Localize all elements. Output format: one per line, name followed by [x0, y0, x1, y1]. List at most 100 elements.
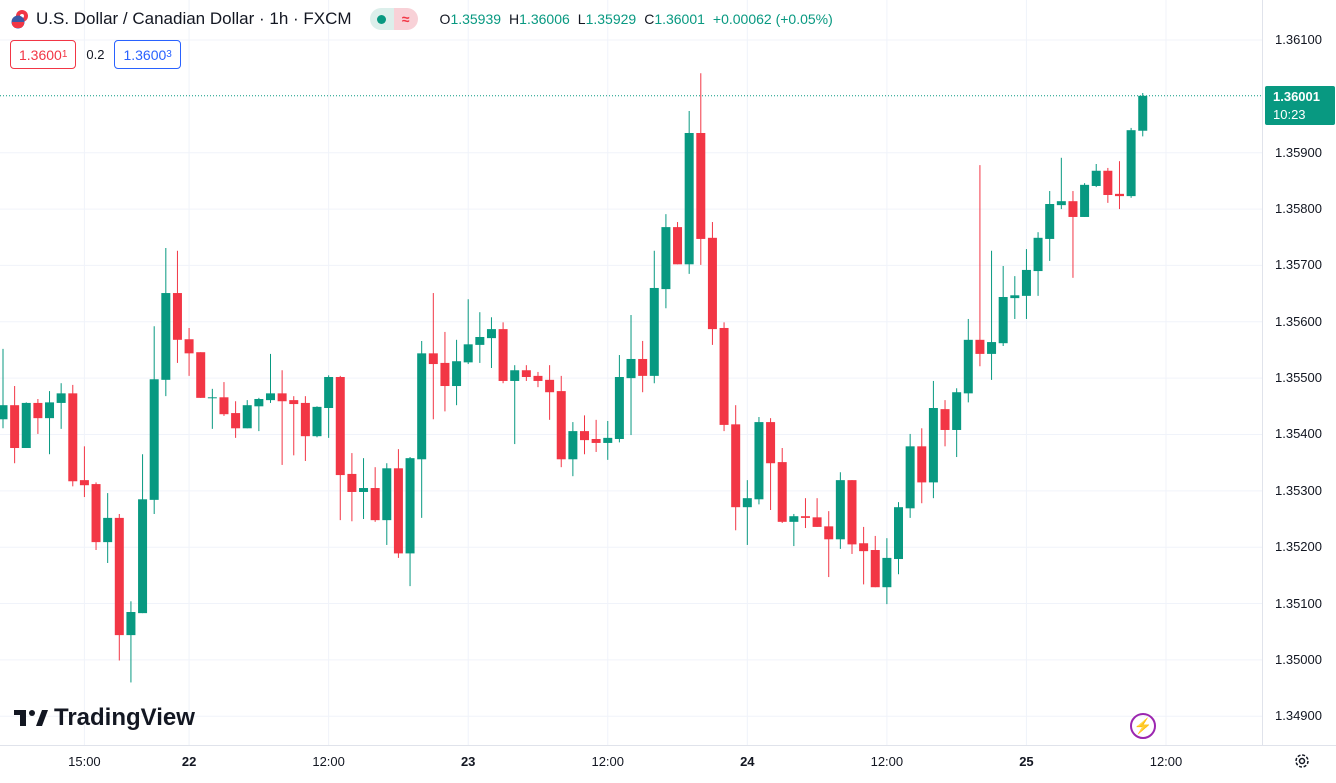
candle[interactable]	[928, 380, 938, 499]
candle[interactable]	[661, 214, 671, 309]
candle[interactable]	[172, 250, 182, 363]
candle[interactable]	[521, 365, 531, 381]
candle[interactable]	[382, 463, 392, 545]
candle[interactable]	[242, 400, 252, 429]
candle[interactable]	[300, 396, 310, 461]
candle[interactable]	[1103, 167, 1113, 203]
candle[interactable]	[21, 402, 31, 449]
candle[interactable]	[335, 375, 345, 521]
candle[interactable]	[428, 293, 438, 420]
candle[interactable]	[231, 401, 241, 438]
time-axis[interactable]: 15:00 22 12:00 23 12:00 24 12:00 25 12:00	[0, 745, 1336, 783]
candle[interactable]	[766, 418, 776, 511]
candle[interactable]	[707, 222, 717, 345]
symbol-title[interactable]: U.S. Dollar / Canadian Dollar · 1h · FXC…	[36, 9, 352, 28]
candle[interactable]	[324, 375, 334, 438]
buy-button[interactable]: 1.3600 3	[114, 40, 181, 69]
candle[interactable]	[812, 498, 822, 527]
candle[interactable]	[952, 388, 962, 458]
candle[interactable]	[1091, 163, 1101, 188]
candle[interactable]	[405, 457, 415, 587]
candle[interactable]	[126, 601, 136, 683]
candle[interactable]	[673, 222, 683, 265]
candle[interactable]	[1033, 232, 1043, 296]
candle[interactable]	[800, 498, 810, 529]
candle[interactable]	[626, 315, 636, 436]
candle[interactable]	[963, 318, 973, 403]
candlestick-chart[interactable]	[0, 0, 1262, 745]
candle[interactable]	[417, 340, 427, 518]
candle[interactable]	[940, 400, 950, 447]
candle[interactable]	[91, 482, 101, 551]
candle[interactable]	[1114, 161, 1124, 210]
candle[interactable]	[1138, 92, 1148, 137]
candle[interactable]	[33, 398, 43, 434]
candle[interactable]	[568, 422, 578, 477]
candle[interactable]	[347, 453, 357, 522]
candle[interactable]	[370, 467, 380, 522]
candle[interactable]	[10, 386, 20, 464]
candle[interactable]	[1056, 157, 1066, 210]
candle[interactable]	[649, 250, 659, 384]
candle[interactable]	[719, 322, 729, 432]
candle[interactable]	[614, 355, 624, 443]
candle[interactable]	[835, 472, 845, 549]
candle[interactable]	[987, 250, 997, 380]
candle[interactable]	[1080, 183, 1090, 217]
candle[interactable]	[777, 448, 787, 523]
candle[interactable]	[498, 322, 508, 384]
candle[interactable]	[1045, 191, 1055, 261]
candle[interactable]	[1068, 191, 1078, 278]
candle[interactable]	[638, 340, 648, 393]
sell-button[interactable]: 1.3600 1	[10, 40, 77, 69]
candle[interactable]	[789, 513, 799, 547]
candle[interactable]	[975, 165, 985, 367]
candle[interactable]	[0, 348, 8, 429]
tradingview-logo[interactable]: TradingView	[14, 704, 195, 732]
candle[interactable]	[161, 247, 171, 397]
candle[interactable]	[196, 352, 206, 398]
candle[interactable]	[486, 317, 496, 368]
candle[interactable]	[79, 446, 89, 498]
candle[interactable]	[68, 384, 78, 487]
candle[interactable]	[149, 326, 159, 514]
candle[interactable]	[1021, 249, 1031, 319]
candle[interactable]	[742, 480, 752, 545]
market-status[interactable]: ≈	[369, 8, 418, 30]
candle[interactable]	[731, 405, 741, 531]
candle[interactable]	[545, 365, 555, 420]
candle[interactable]	[265, 353, 275, 403]
candle[interactable]	[859, 526, 869, 585]
candle[interactable]	[138, 454, 148, 614]
candle[interactable]	[103, 493, 113, 563]
candle[interactable]	[289, 396, 299, 456]
candle[interactable]	[184, 327, 194, 376]
lightning-icon[interactable]: ⚡	[1130, 713, 1156, 739]
candle[interactable]	[684, 111, 694, 274]
candle[interactable]	[1010, 276, 1020, 319]
candle[interactable]	[905, 433, 915, 518]
candle[interactable]	[882, 538, 892, 605]
candle[interactable]	[440, 331, 450, 412]
candle[interactable]	[254, 397, 264, 432]
candle[interactable]	[114, 513, 124, 661]
candle[interactable]	[45, 391, 55, 455]
candle[interactable]	[277, 370, 287, 465]
candle[interactable]	[463, 299, 473, 365]
candle[interactable]	[580, 415, 589, 455]
candle[interactable]	[452, 339, 462, 406]
candle[interactable]	[207, 388, 217, 429]
candle[interactable]	[219, 382, 229, 416]
candle[interactable]	[847, 480, 857, 554]
candle[interactable]	[393, 449, 403, 558]
candle[interactable]	[917, 428, 927, 504]
price-axis[interactable]: 1.34900 1.35000 1.35100 1.35200 1.35300 1.354…	[1262, 0, 1336, 745]
candle[interactable]	[556, 375, 566, 468]
candle[interactable]	[359, 458, 369, 520]
candle[interactable]	[475, 312, 485, 363]
candle[interactable]	[533, 371, 543, 388]
candle[interactable]	[998, 265, 1008, 347]
candle[interactable]	[1126, 127, 1136, 198]
candle[interactable]	[824, 511, 834, 578]
candle[interactable]	[591, 419, 601, 452]
